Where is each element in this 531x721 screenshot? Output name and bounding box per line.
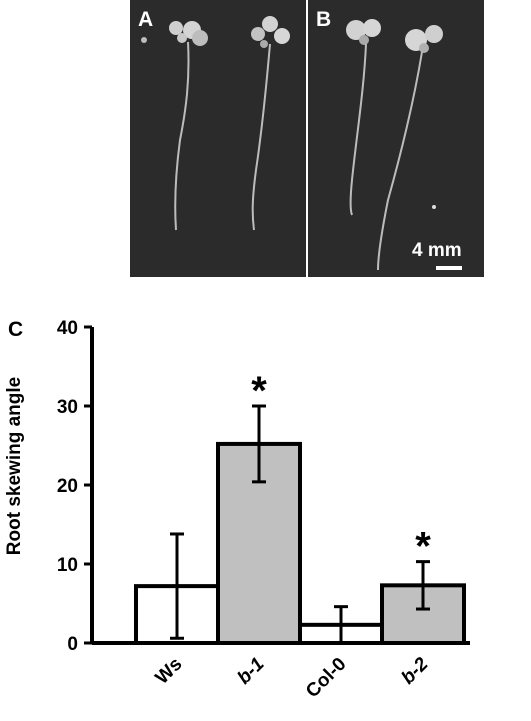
panel-label-a: A <box>138 8 154 31</box>
y-tick-label: 30 <box>57 397 78 418</box>
y-tick-label: 0 <box>67 634 78 655</box>
y-tick-label: 40 <box>57 318 78 339</box>
seedling-illustration-a <box>141 16 290 231</box>
x-tick-label: Ws <box>152 654 187 689</box>
root-skewing-chart: C Root skewing angle 0 10 20 30 40 Ws * b-1 Col-… <box>0 300 531 716</box>
seedling-photo-b: B 4 mm <box>308 0 484 277</box>
panel-label-c: C <box>8 318 23 341</box>
seedling-illustration-b <box>346 19 443 271</box>
scale-bar <box>436 266 462 270</box>
scale-bar-label: 4 mm <box>412 240 462 261</box>
significance-marker: * <box>415 525 431 569</box>
bar-chart-svg: C Root skewing angle 0 10 20 30 40 Ws * b-1 Col-… <box>4 318 470 702</box>
x-tick-label: b-1 <box>234 654 269 689</box>
panel-label-b: B <box>316 8 332 31</box>
x-tick-label: Col-0 <box>302 654 350 702</box>
x-tick-label: b-2 <box>398 653 433 688</box>
seedling-photo-a: A <box>130 0 306 277</box>
y-tick-label: 20 <box>57 476 78 497</box>
significance-marker: * <box>251 369 267 413</box>
y-tick-label: 10 <box>57 555 78 576</box>
y-axis-label: Root skewing angle <box>4 377 25 555</box>
